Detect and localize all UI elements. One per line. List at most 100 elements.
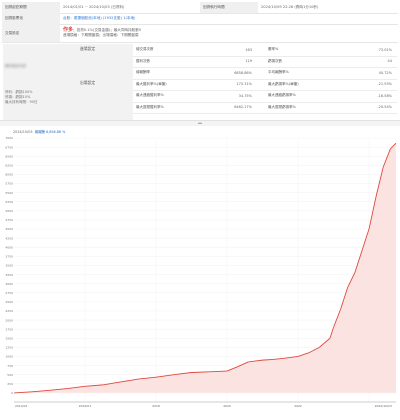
y-tick-label: 250: [7, 382, 13, 386]
equity-line-segment: [361, 228, 370, 252]
stat-label: 虧損次數: [268, 58, 282, 63]
x-tick-label: 2020: [223, 404, 231, 408]
y-tick-label: 4500: [5, 227, 13, 231]
equity-line-segment: [273, 357, 284, 360]
x-tick-label: 2018: [152, 404, 160, 408]
equity-line-segment: [173, 372, 192, 376]
y-tick-label: 7000: [5, 136, 13, 140]
stat-label: 總報酬率: [136, 70, 150, 75]
y-tick-label: 5500: [5, 191, 13, 195]
stat-label: 最大連續虧損率%: [268, 93, 296, 98]
stats-row: 總報酬率 6858.86% 平均報酬率% 40.72%: [133, 67, 397, 80]
stat-value: 40.72%: [378, 70, 392, 75]
y-tick-label: 1750: [5, 327, 13, 331]
equity-line-segment: [237, 361, 249, 368]
equity-line-segment: [31, 389, 50, 393]
stock-pool-value[interactable]: 台股：優選個股池(本地) (1932支股) 1(本地): [63, 16, 136, 20]
y-tick-label: 3000: [5, 282, 13, 286]
stat-label: 最大虧損率%(單筆): [268, 81, 299, 86]
x-tick-label: 2014/01: [15, 404, 28, 408]
trade-settings-value: 作多；投資0.1%(交易金額)；最大同時持股數5 進場價格：下期開盤價；出場價格…: [60, 24, 390, 42]
equity-area: [14, 143, 396, 393]
chart-series-value: 6,858.86 %: [45, 130, 66, 134]
stat-label: 總交易次數: [136, 47, 154, 52]
stat-value: -16.58%: [377, 93, 392, 98]
stat-value: 119: [245, 59, 252, 64]
stat-value: 73.01%: [378, 47, 392, 52]
stat-value: 6858.86%: [234, 70, 252, 75]
equity-line-segment: [13, 391, 32, 394]
y-tick-label: 4750: [5, 218, 13, 222]
equity-line-segment: [248, 359, 263, 363]
stat-label: 最大獲利率%(單筆): [136, 81, 167, 86]
equity-line-segment: [347, 272, 356, 288]
stat-value: -21.93%: [377, 82, 392, 87]
y-tick-label: 2500: [5, 300, 13, 304]
stat-value: 6462.17%: [234, 105, 252, 110]
stock-pool-label: 回測股票池: [2, 13, 60, 24]
trade-settings-label: 交易設定: [2, 24, 60, 42]
y-tick-label: 5750: [5, 182, 13, 186]
y-tick-label: 5250: [5, 200, 13, 204]
period-value: 2014/01/01 ~ 2024/10/03 (日資料): [63, 5, 125, 9]
y-tick-label: 1250: [5, 346, 13, 350]
equity-line-segment: [368, 196, 377, 230]
run-time-value: 2024/10/09 22:28 (費時1分10秒): [261, 5, 319, 9]
equity-line-segment: [389, 142, 397, 150]
y-tick-label: 6000: [5, 173, 13, 177]
equity-line-segment: [191, 371, 210, 373]
exit-line-1: 停利：虧損100%: [5, 90, 33, 94]
settings-sidebar: [3, 44, 133, 120]
trade-settings-line2: 進場價格：下期開盤價；出場價格：下期開盤價: [63, 33, 139, 37]
stat-value: 34.75%: [238, 93, 252, 98]
y-tick-label: 4250: [5, 236, 13, 240]
entry-settings-content: 條件設定內容: [5, 64, 26, 68]
equity-line-segment: [84, 384, 103, 387]
stat-label: 最大連續獲利率%: [136, 93, 164, 98]
y-tick-label: 1000: [5, 355, 13, 359]
stats-row: 最大獲利率%(單筆) 175.31% 最大虧損率%(單筆) -21.93%: [133, 79, 397, 91]
stat-value: 163: [245, 47, 252, 52]
stats-row: 最大連續獲利率% 34.75% 最大連續虧損率% -16.58%: [133, 90, 397, 103]
equity-line-segment: [102, 381, 121, 386]
collapse-handle-icon[interactable]: ▴▴: [197, 120, 202, 125]
y-tick-label: 2250: [5, 309, 13, 313]
backtest-summary-panel: 回測起訖期間 2014/01/01 ~ 2024/10/03 (日資料) 回測執…: [0, 0, 400, 120]
stat-label: 最大區間獲利率%: [136, 104, 164, 109]
period-label: 回測起訖期間: [2, 2, 60, 13]
equity-line-segment: [375, 167, 384, 197]
equity-line-segment: [138, 376, 157, 380]
stat-value: 44: [387, 59, 392, 64]
equity-line-segment: [297, 352, 309, 357]
trade-settings-row: 交易設定 作多；投資0.1%(交易金額)；最大同時持股數5 進場價格：下期開盤價…: [2, 24, 398, 43]
stats-table: 總交易次數 163 勝率% 73.01% 獲利次數 119 虧損次數 44 總報…: [133, 44, 397, 120]
x-tick-label: 2016/01: [79, 404, 92, 408]
long-tag: 作多: [63, 27, 74, 33]
y-tick-label: 750: [7, 364, 13, 368]
y-tick-label: 6750: [5, 145, 13, 149]
exit-line-2: 停損：虧損10%: [5, 95, 31, 99]
y-tick-label: 500: [7, 373, 13, 377]
equity-line-segment: [226, 366, 238, 372]
equity-line-segment: [155, 374, 174, 378]
chart-header: 2024/10/03 總報酬 6,858.86 %: [13, 129, 65, 134]
y-tick-label: 1500: [5, 336, 13, 340]
equity-line-segment: [319, 337, 331, 348]
equity-line-segment: [262, 358, 274, 361]
y-tick-label: 3250: [5, 273, 13, 277]
stat-value: -20.54%: [377, 105, 392, 110]
equity-line-segment: [49, 388, 68, 391]
stat-label: 獲利次數: [136, 58, 150, 63]
equity-line-segment: [209, 370, 228, 373]
stat-label: 最大區間虧損率%: [268, 104, 296, 109]
y-tick-label: 2000: [5, 318, 13, 322]
x-tick-label: 2022: [294, 404, 302, 408]
equity-line-segment: [354, 250, 363, 273]
equity-line-segment: [329, 327, 334, 339]
stats-row: 獲利次數 119 虧損次數 44: [133, 56, 397, 68]
y-tick-label: 2750: [5, 291, 13, 295]
stats-row: 總交易次數 163 勝率% 73.01%: [133, 44, 397, 57]
equity-line-segment: [308, 346, 320, 354]
run-time-label: 回測執行時間: [200, 2, 258, 13]
equity-line-segment: [120, 378, 139, 383]
